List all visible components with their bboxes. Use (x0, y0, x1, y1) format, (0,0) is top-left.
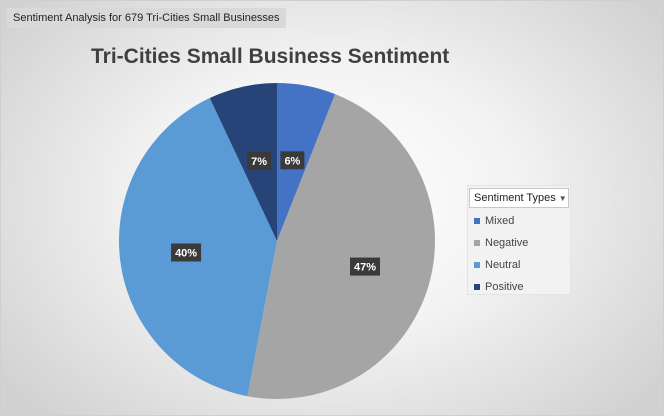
legend-item-label: Negative (485, 237, 529, 249)
data-label-box (350, 257, 381, 276)
chart-title: Tri-Cities Small Business Sentiment (91, 45, 450, 68)
pie-slice-negative[interactable] (247, 94, 435, 400)
chart-caption-tag: Sentiment Analysis for 679 Tri-Cities Sm… (7, 8, 286, 28)
legend-swatch (474, 240, 480, 246)
pie-slice-mixed[interactable] (277, 83, 336, 241)
legend-filter-dropdown[interactable]: Sentiment Types ▼ (469, 188, 569, 208)
legend-swatch (474, 262, 480, 268)
pie-data-labels: 6% 47% 40% 7% (171, 151, 381, 276)
legend-item-label: Neutral (485, 259, 521, 271)
legend: Sentiment Types ▼ Mixed Negative Neutral Pos… (467, 185, 571, 295)
data-label-box (280, 151, 305, 170)
data-label-positive: 7% (247, 151, 272, 170)
data-label-text: 40% (175, 247, 197, 259)
data-label-text: 6% (284, 155, 300, 167)
legend-item-positive[interactable]: Positive (468, 276, 570, 298)
data-label-box (171, 243, 202, 262)
legend-item-label: Mixed (485, 215, 515, 227)
legend-swatch (474, 218, 480, 224)
data-label-mixed: 6% (280, 151, 305, 170)
dropdown-triangle-icon: ▼ (558, 194, 567, 203)
legend-header-label: Sentiment Types (474, 192, 556, 204)
data-label-negative: 47% (350, 257, 381, 276)
data-label-text: 47% (354, 262, 376, 274)
legend-item-neutral[interactable]: Neutral (468, 254, 570, 276)
legend-item-label: Positive (485, 281, 524, 293)
data-label-neutral: 40% (171, 243, 202, 262)
data-label-text: 7% (251, 156, 267, 168)
pie-slice-positive[interactable] (209, 83, 277, 241)
legend-item-negative[interactable]: Negative (468, 232, 570, 254)
pie-slices (119, 83, 435, 400)
legend-item-mixed[interactable]: Mixed (468, 210, 570, 232)
data-label-box (247, 151, 272, 170)
legend-items: Mixed Negative Neutral Positive (468, 210, 570, 298)
legend-swatch (474, 284, 480, 290)
